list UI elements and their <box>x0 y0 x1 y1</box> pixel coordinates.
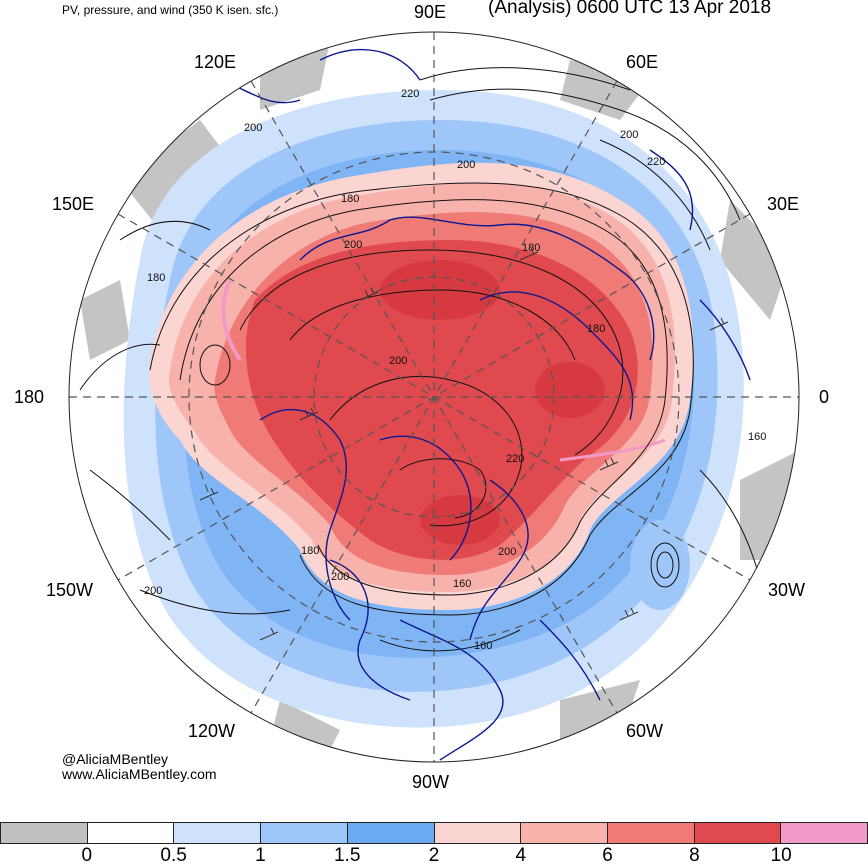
lon-label-120w: 120W <box>188 721 236 741</box>
colorbar-segment <box>346 822 435 844</box>
contour-label: 220 <box>647 156 665 168</box>
contour-value-labels: 220 200 200 220 200 180 200 180 180 180 … <box>144 88 766 652</box>
lon-label-30e: 30E <box>767 194 800 214</box>
colorbar-tick-label: 8 <box>689 845 700 866</box>
colorbar-segment <box>86 822 175 844</box>
pv-high-region <box>149 162 694 610</box>
graticule <box>69 32 799 762</box>
contour-label: 200 <box>498 546 516 558</box>
colorbar-tick-label: 4 <box>515 845 527 866</box>
credit-handle: @AliciaMBentley <box>62 751 169 767</box>
contour-label: 220 <box>401 88 419 100</box>
colorbar-tick-label: 1 <box>255 845 266 866</box>
contour-label: 200 <box>244 122 262 134</box>
lon-label-90w: 90W <box>412 772 450 792</box>
colorbar-segment <box>606 822 695 844</box>
lon-label-150e: 150E <box>52 194 95 214</box>
contour-label: 180 <box>587 323 605 335</box>
contour-label: 200 <box>344 239 362 251</box>
lon-label-120e: 120E <box>194 52 237 72</box>
colorbar-segment <box>433 822 522 844</box>
map-fields <box>69 32 799 762</box>
colorbar-tick-label: 1.5 <box>333 845 361 866</box>
wind-barbs <box>199 247 729 641</box>
contour-label: 160 <box>748 431 766 443</box>
colorbar-segment <box>260 822 348 844</box>
colorbar-segment <box>780 822 868 844</box>
credit-website: www.AliciaMBentley.com <box>62 766 217 782</box>
chart-title: (Analysis) 0600 UTC 13 Apr 2018 <box>488 0 772 18</box>
colorbar-segment <box>0 822 88 844</box>
colorbar <box>0 822 868 844</box>
lon-label-150w: 150W <box>46 580 94 600</box>
colorbar-tick-label: 10 <box>770 845 792 866</box>
contour-label: 200 <box>620 129 638 141</box>
lon-label-60e: 60E <box>626 52 659 72</box>
pressure-contours <box>79 67 761 652</box>
contour-label: 180 <box>301 545 319 557</box>
contour-label: 180 <box>341 193 359 205</box>
contour-label: 160 <box>453 578 471 590</box>
contour-label: 180 <box>147 272 165 284</box>
colorbar-tick-label: 6 <box>602 845 613 866</box>
colorbar-segment <box>520 822 608 844</box>
colorbar-tick-label: 2 <box>428 845 440 866</box>
contour-label: 200 <box>331 571 349 583</box>
chart-subtitle: PV, pressure, and wind (350 K isen. sfc.… <box>62 3 279 17</box>
colorbar-tick-label: 0 <box>81 845 93 866</box>
polar-map: 220 200 200 220 200 180 200 180 180 180 … <box>68 31 800 763</box>
map-boundary <box>68 31 800 763</box>
lon-label-30w: 30W <box>768 580 806 600</box>
lon-label-90e: 90E <box>414 2 447 22</box>
colorbar-segment <box>693 822 782 844</box>
contour-label: 220 <box>506 453 524 465</box>
lon-label-180: 180 <box>14 387 45 407</box>
colorbar-tick-label: 0.5 <box>160 845 187 866</box>
contour-label: 200 <box>457 159 475 171</box>
contour-label: 160 <box>474 640 492 652</box>
colorbar-segment <box>173 822 262 844</box>
lon-label-60w: 60W <box>626 721 664 741</box>
contour-label: 200 <box>144 585 162 597</box>
lon-label-0: 0 <box>819 387 830 407</box>
contour-label: 200 <box>389 355 407 367</box>
